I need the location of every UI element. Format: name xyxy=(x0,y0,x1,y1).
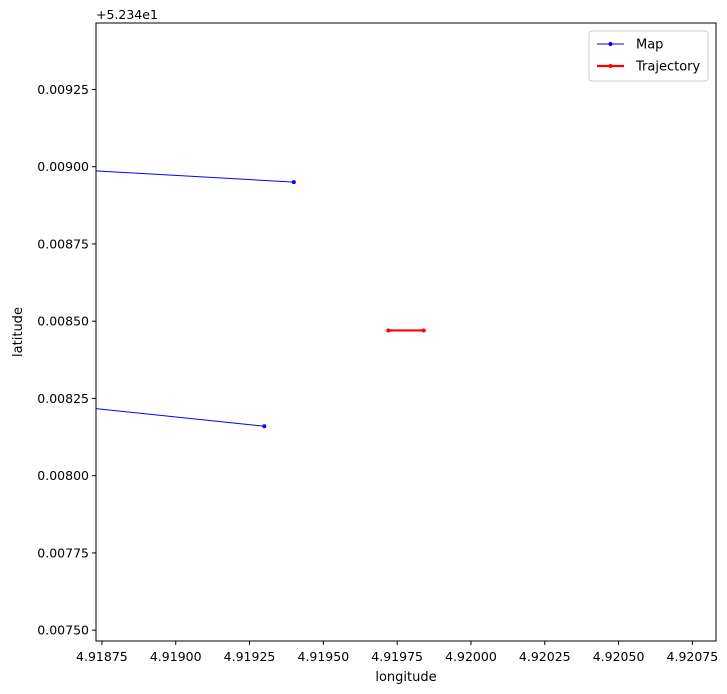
x-axis-ticks: 4.91875 4.91900 4.91925 4.91950 4.91975 4.920… xyxy=(76,641,718,664)
x-tick-label: 4.91975 xyxy=(371,649,423,664)
y-axis-label: latitude xyxy=(11,307,26,357)
x-tick-label: 4.91925 xyxy=(224,649,276,664)
y-tick-label: 0.00850 xyxy=(37,314,89,329)
y-tick-label: 0.00800 xyxy=(37,468,89,483)
y-offset-text: +5.234e1 xyxy=(96,7,158,22)
y-tick-label: 0.00875 xyxy=(37,236,89,251)
x-axis-label: longitude xyxy=(375,670,436,685)
trajectory-point xyxy=(421,328,426,333)
axes-frame xyxy=(95,22,717,642)
plot-area xyxy=(96,23,716,641)
legend-trajectory-marker xyxy=(608,64,613,68)
y-tick-label: 0.00750 xyxy=(37,623,89,638)
y-tick-label: 0.00900 xyxy=(37,159,89,174)
map-line-0 xyxy=(96,170,294,183)
x-tick-label: 4.91950 xyxy=(297,649,349,664)
legend-map-label: Map xyxy=(636,38,663,53)
y-tick-label: 0.00925 xyxy=(37,82,89,97)
map-line-1 xyxy=(96,408,265,427)
y-tick-label: 0.00775 xyxy=(37,545,89,560)
x-tick-label: 4.91900 xyxy=(150,649,202,664)
trajectory-point xyxy=(386,328,391,333)
legend-map-marker xyxy=(608,42,613,46)
legend-trajectory-label: Trajectory xyxy=(635,60,700,75)
x-tick-label: 4.92050 xyxy=(593,649,645,664)
x-tick-label: 4.91875 xyxy=(76,649,128,664)
x-tick-label: 4.92000 xyxy=(445,649,497,664)
map-point xyxy=(262,424,267,429)
y-tick-label: 0.00825 xyxy=(37,391,89,406)
series-layer xyxy=(96,170,426,429)
x-tick-label: 4.92025 xyxy=(519,649,571,664)
map-point xyxy=(291,180,296,185)
legend: Map Trajectory xyxy=(588,30,709,82)
y-axis-ticks: 0.00750 0.00775 0.00800 0.00825 0.00850 0.008… xyxy=(37,82,96,638)
x-tick-label: 4.92075 xyxy=(667,649,719,664)
